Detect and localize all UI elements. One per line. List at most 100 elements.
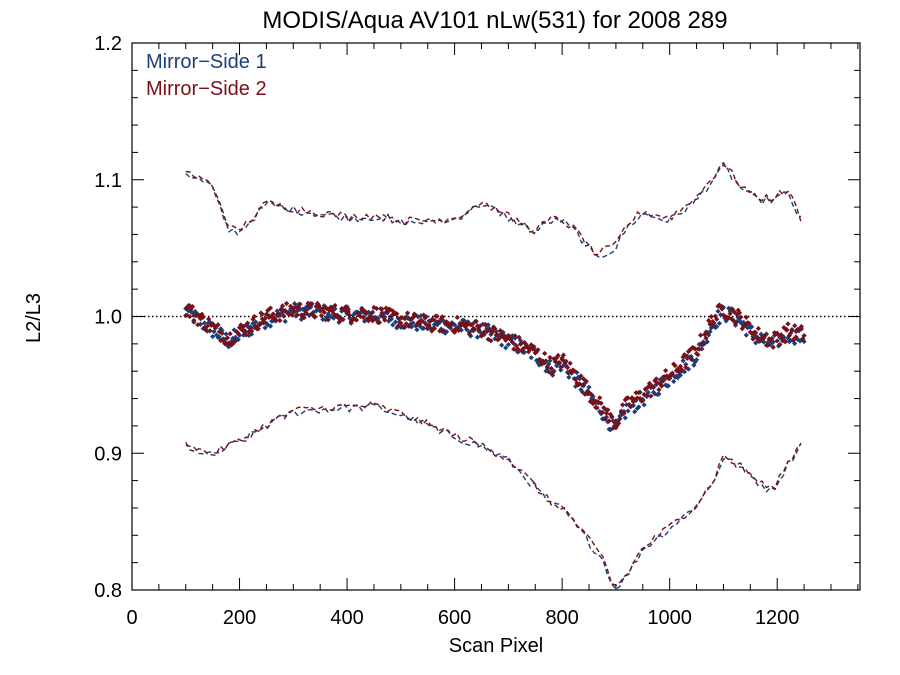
data-point [753, 340, 759, 346]
data-point [785, 321, 791, 327]
data-point [732, 320, 739, 326]
data-point [660, 378, 666, 384]
data-point [206, 316, 212, 322]
data-point [488, 338, 494, 344]
data-point [696, 346, 702, 352]
data-point [223, 340, 229, 346]
legend-entry-mirror-side-2: Mirror−Side 2 [146, 78, 267, 100]
y-tick-label: 1.2 [94, 33, 122, 55]
data-point [779, 336, 786, 342]
data-point [615, 420, 622, 426]
data-point [797, 325, 803, 331]
data-point [387, 306, 393, 313]
data-point [535, 360, 541, 366]
data-point [750, 336, 756, 342]
data-point [285, 310, 291, 316]
data-point [548, 365, 554, 372]
data-point [261, 320, 267, 326]
data-point [521, 339, 528, 346]
data-point [587, 398, 593, 405]
data-point [270, 311, 276, 317]
data-point [695, 352, 701, 358]
data-point [216, 329, 222, 335]
data-point [219, 330, 225, 336]
data-point [220, 338, 227, 344]
data-point [517, 337, 524, 344]
data-point [404, 310, 411, 316]
data-point [433, 318, 439, 324]
x-tick-label: 200 [223, 607, 256, 629]
data-point [685, 366, 692, 372]
data-point [782, 338, 788, 344]
data-point [691, 362, 697, 368]
data-point [700, 341, 706, 348]
data-point [227, 331, 233, 337]
data-point [697, 332, 704, 338]
data-point [699, 346, 705, 352]
data-point [243, 332, 249, 338]
data-point [582, 380, 588, 386]
data-point [788, 337, 794, 344]
data-point [555, 352, 561, 359]
data-point [325, 317, 331, 323]
data-point [634, 395, 641, 401]
data-point [571, 368, 577, 374]
data-point [591, 398, 597, 404]
data-point [235, 330, 241, 337]
data-point [469, 321, 475, 328]
data-point [758, 337, 764, 344]
data-point [556, 360, 563, 366]
data-point [734, 311, 740, 318]
data-point [529, 346, 536, 352]
data-point [572, 376, 579, 382]
data-point [210, 333, 216, 340]
data-point [273, 317, 279, 323]
data-point [512, 333, 518, 339]
data-point [297, 306, 303, 313]
data-point [613, 425, 619, 431]
data-point [590, 394, 596, 400]
data-point [255, 326, 261, 332]
data-point [727, 310, 733, 317]
data-point [398, 320, 404, 326]
data-point [434, 313, 440, 319]
data-point [546, 369, 552, 375]
data-point [336, 315, 342, 322]
data-point [414, 327, 420, 333]
data-point [767, 337, 774, 343]
data-point [292, 301, 298, 307]
data-point [533, 357, 540, 364]
data-point [429, 328, 435, 334]
data-point [228, 338, 235, 345]
data-point [754, 335, 760, 341]
data-point [676, 369, 682, 375]
data-point [661, 377, 667, 383]
data-point [693, 357, 700, 363]
data-point [656, 387, 662, 393]
data-point [374, 305, 380, 312]
data-point [543, 358, 549, 364]
data-point [671, 378, 677, 385]
data-point [515, 346, 521, 352]
data-point [558, 367, 564, 373]
data-point [572, 383, 579, 390]
data-point [642, 386, 649, 392]
data-point [340, 316, 346, 323]
data-point [263, 320, 270, 326]
data-point [685, 348, 692, 355]
envelope-lower-line [185, 401, 802, 587]
data-point [574, 369, 580, 376]
data-point [262, 325, 268, 331]
data-point [207, 328, 213, 334]
data-point [496, 332, 502, 338]
data-point [703, 335, 709, 341]
envelope-upper-line [185, 161, 802, 258]
data-point [749, 324, 755, 330]
data-point [792, 323, 798, 329]
data-point [516, 348, 522, 354]
data-point [521, 349, 528, 355]
data-point [793, 328, 799, 335]
data-point [763, 331, 770, 337]
data-point [755, 325, 761, 332]
data-point [203, 327, 209, 333]
